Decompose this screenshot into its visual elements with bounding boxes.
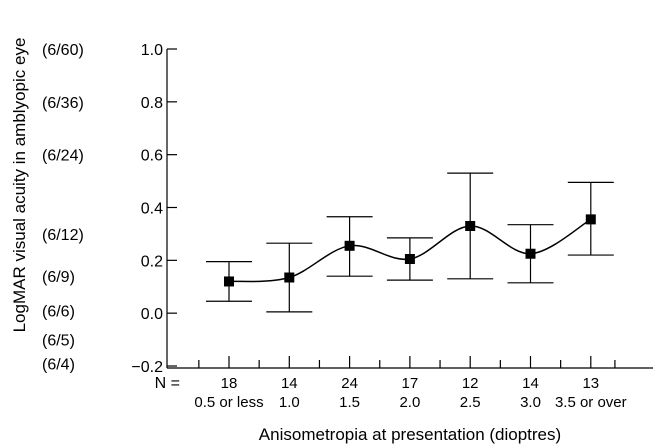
x-tick-label: 3.0 (520, 394, 541, 411)
n-value: 14 (281, 375, 298, 392)
y-ticks: 1.0 0.8 0.6 0.4 0.2 0.0 −0.2 (131, 42, 177, 376)
y-tick-label: 0.2 (141, 253, 163, 270)
n-value: 12 (462, 375, 479, 392)
snellen-label: (6/60) (42, 42, 84, 59)
x-tick-label: 1.5 (339, 394, 360, 411)
y-tick-label: 0.0 (141, 306, 163, 323)
data-points (224, 214, 596, 287)
axes (166, 49, 653, 369)
n-value: 14 (522, 375, 539, 392)
snellen-label: (6/9) (42, 269, 75, 286)
snellen-label: (6/6) (42, 304, 75, 321)
x-tick-label: 0.5 or less (194, 394, 263, 411)
data-point (585, 214, 596, 225)
data-point (344, 240, 355, 251)
data-point (525, 248, 536, 259)
data-point (284, 272, 295, 283)
snellen-label: (6/12) (42, 227, 84, 244)
n-label: N = (155, 375, 180, 392)
snellen-labels: (6/60) (6/36) (6/24) (6/12) (6/9) (6/6) (6/5) (… (42, 42, 84, 373)
x-tick-label: 1.0 (279, 394, 300, 411)
n-value: 24 (341, 375, 358, 392)
x-tick-label: 3.5 or over (555, 394, 627, 411)
data-point (404, 254, 415, 265)
x-ticks: 18 0.5 or less 14 1.0 24 1.5 17 2.0 12 2.5 14 3.0 13… (194, 356, 627, 411)
y-tick-label: −0.2 (131, 359, 163, 376)
y-tick-label: 0.6 (141, 148, 163, 165)
snellen-label: (6/5) (42, 333, 75, 350)
y-tick-label: 0.4 (141, 201, 163, 218)
n-value: 17 (402, 375, 419, 392)
error-bars (206, 172, 614, 313)
y-axis-label: LogMAR visual acuity in amblyopic eye (10, 38, 29, 333)
n-value: 13 (582, 375, 599, 392)
y-tick-label: 1.0 (141, 42, 163, 59)
snellen-label: (6/4) (42, 356, 75, 373)
x-tick-label: 2.0 (399, 394, 420, 411)
n-value: 18 (221, 375, 238, 392)
y-tick-label: 0.8 (141, 95, 163, 112)
snellen-label: (6/36) (42, 95, 84, 112)
snellen-label: (6/24) (42, 148, 84, 165)
data-point (465, 220, 476, 231)
x-tick-label: 2.5 (460, 394, 481, 411)
data-point (224, 276, 234, 287)
x-axis-label: Anisometropia at presentation (dioptres) (259, 425, 561, 444)
